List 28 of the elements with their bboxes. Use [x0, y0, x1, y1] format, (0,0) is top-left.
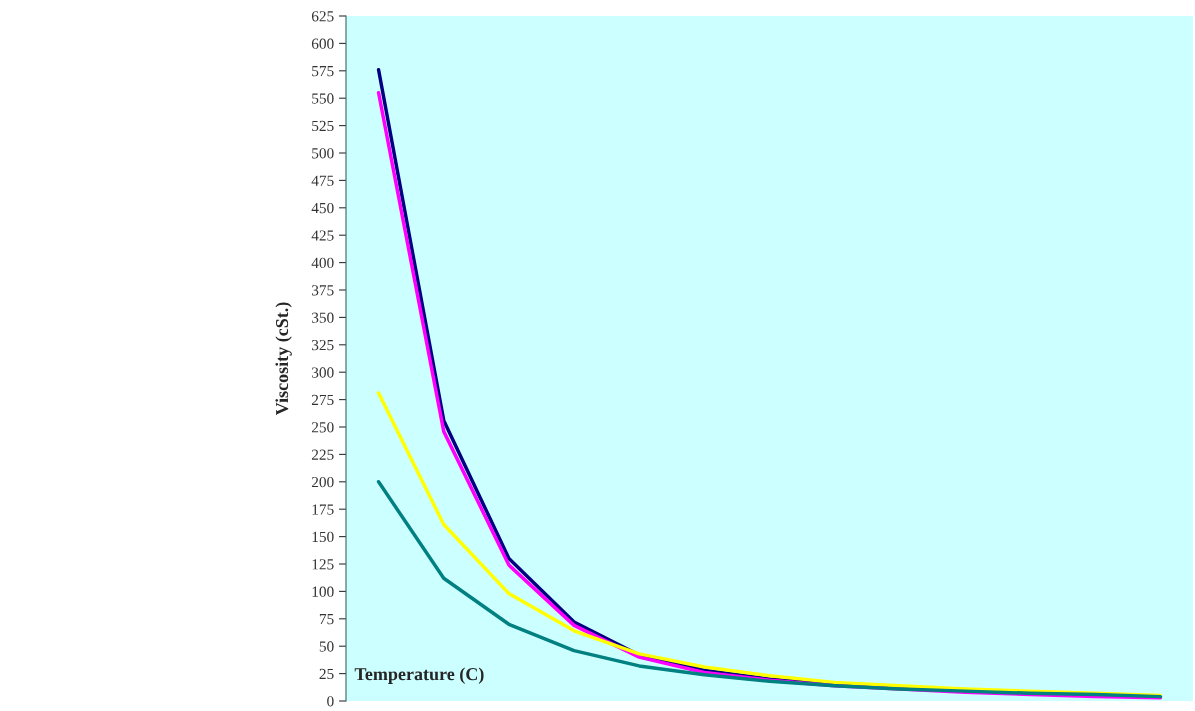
y-tick-label: 525 — [312, 120, 334, 132]
y-tick-label: 150 — [312, 531, 334, 543]
x-axis-title: Temperature (C) — [354, 667, 484, 684]
y-axis-title: Viscosity (cSt.) — [275, 302, 292, 416]
y-tick-label: 500 — [312, 148, 334, 159]
y-tick-label: 125 — [312, 559, 334, 570]
y-tick-label: 625 — [311, 11, 334, 22]
y-tick-label: 200 — [311, 476, 334, 488]
y-tick-label: 575 — [312, 66, 334, 77]
y-tick-label: 325 — [312, 339, 334, 351]
y-tick-label: 375 — [312, 285, 334, 296]
y-tick-label: 475 — [311, 175, 334, 186]
y-tick-label: 50 — [319, 641, 334, 652]
y-tick-label: 175 — [312, 504, 334, 515]
y-tick-label: 400 — [311, 257, 334, 269]
y-tick-label: 300 — [312, 367, 334, 378]
y-tick-label: 225 — [311, 449, 334, 460]
y-tick-label: 450 — [311, 202, 334, 214]
y-tick-label: 75 — [319, 614, 334, 625]
y-tick-label: 600 — [311, 38, 334, 49]
y-tick-label: 250 — [311, 422, 334, 433]
y-tick-label: 550 — [312, 93, 334, 104]
y-tick-label: 0 — [327, 696, 334, 707]
y-tick-label: 25 — [319, 668, 334, 680]
y-tick-label: 100 — [312, 586, 334, 597]
y-tick-label: 425 — [311, 230, 334, 241]
y-tick-label: 275 — [311, 394, 334, 406]
y-tick-label: 350 — [312, 312, 334, 323]
